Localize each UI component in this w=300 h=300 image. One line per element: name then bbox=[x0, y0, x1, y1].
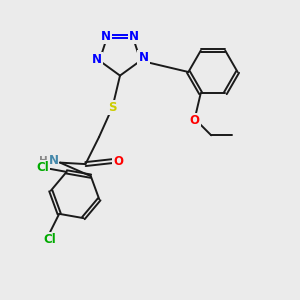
Text: N: N bbox=[101, 30, 111, 43]
Text: S: S bbox=[108, 100, 117, 114]
Text: O: O bbox=[190, 114, 200, 127]
Text: Cl: Cl bbox=[44, 233, 57, 246]
Text: Cl: Cl bbox=[36, 161, 49, 174]
Text: N: N bbox=[92, 53, 101, 66]
Text: H: H bbox=[39, 156, 48, 166]
Text: N: N bbox=[48, 154, 59, 167]
Text: N: N bbox=[129, 30, 139, 43]
Text: O: O bbox=[113, 154, 123, 168]
Text: N: N bbox=[139, 51, 148, 64]
